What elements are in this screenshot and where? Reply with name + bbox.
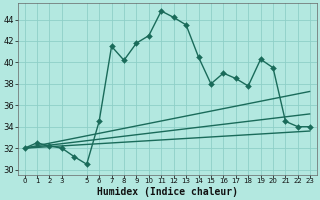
X-axis label: Humidex (Indice chaleur): Humidex (Indice chaleur) xyxy=(97,186,238,197)
